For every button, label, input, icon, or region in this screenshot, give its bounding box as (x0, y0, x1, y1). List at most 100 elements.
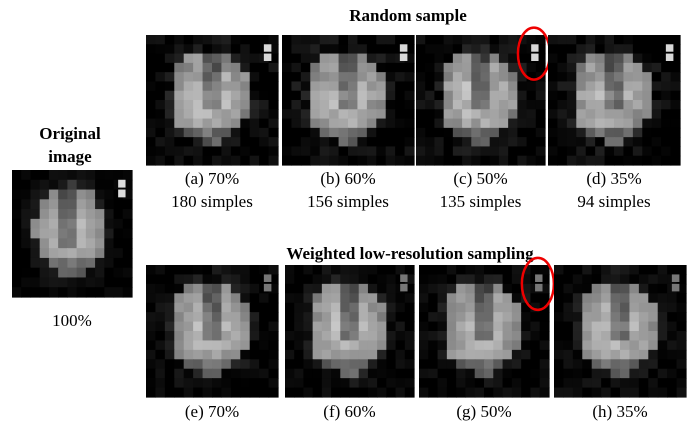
pixel (312, 387, 323, 398)
pixel (95, 179, 105, 191)
pixel (212, 293, 223, 304)
pixel (348, 127, 359, 138)
pixel (221, 109, 232, 120)
marker (399, 53, 408, 61)
pixel (291, 62, 302, 73)
pixel (221, 146, 232, 157)
pixel (367, 349, 378, 360)
pixel (572, 312, 583, 323)
pixel (563, 331, 574, 342)
pixel (557, 100, 568, 110)
pixel (462, 118, 472, 129)
pixel (193, 44, 204, 55)
pixel (629, 274, 640, 285)
pixel (456, 312, 467, 323)
pixel (67, 287, 78, 298)
pixel (240, 146, 251, 157)
pixel (331, 331, 341, 342)
pixel (657, 293, 668, 304)
pixel (530, 368, 541, 379)
pixel (146, 35, 157, 45)
pixel (386, 274, 397, 285)
pixel (535, 155, 546, 166)
pixel (291, 35, 302, 45)
pixel (249, 283, 260, 294)
pixel (95, 170, 105, 181)
pixel (517, 109, 528, 120)
pixel (193, 378, 204, 389)
pixel (452, 146, 463, 157)
pixel (667, 378, 678, 389)
pixel (48, 277, 59, 288)
pixel (268, 293, 279, 304)
pixel (146, 274, 157, 285)
pixel (465, 331, 476, 342)
pixel (300, 62, 311, 73)
pixel (183, 274, 194, 285)
pixel (12, 267, 22, 279)
pixel (183, 90, 194, 101)
pixel (367, 331, 378, 342)
pixel (386, 349, 397, 360)
pixel (535, 146, 546, 157)
pixel (620, 283, 631, 294)
pixel (535, 137, 546, 148)
pixel (462, 35, 472, 45)
pixel (620, 265, 631, 276)
pixel (595, 127, 606, 138)
pixel (419, 331, 429, 342)
pixel (240, 340, 251, 351)
original-title: image (48, 147, 92, 166)
pixel (595, 137, 606, 148)
pixel (30, 179, 41, 191)
pixel (493, 359, 504, 370)
pixel (321, 321, 332, 332)
pixel (642, 90, 653, 101)
pixel (357, 44, 368, 55)
pixel (595, 146, 606, 157)
pixel (268, 155, 279, 166)
pixel (548, 155, 559, 166)
pixel (526, 62, 537, 73)
pixel (155, 137, 166, 148)
pixel (202, 62, 213, 73)
pixel (493, 368, 504, 379)
pixel (443, 81, 454, 92)
pixel (521, 368, 532, 379)
pixel (661, 100, 672, 110)
pixel (285, 321, 295, 332)
pixel (230, 146, 241, 157)
pixel (386, 331, 397, 342)
pixel (300, 155, 311, 166)
pixel (530, 312, 541, 323)
pixel (164, 368, 175, 379)
pixel (321, 283, 332, 294)
pixel (419, 283, 429, 294)
pixel (95, 199, 105, 210)
pixel (535, 81, 546, 92)
pixel (348, 62, 359, 73)
pixel (404, 331, 415, 342)
pixel (416, 35, 426, 45)
pixel (539, 378, 550, 389)
pixel (230, 62, 241, 73)
pixel (456, 359, 467, 370)
pixel (620, 387, 631, 398)
pixel (670, 127, 681, 138)
pixel (517, 127, 528, 138)
pixel (282, 81, 293, 92)
pixel (395, 90, 406, 101)
pixel (591, 349, 602, 360)
pixel (193, 109, 204, 120)
pixel (484, 293, 494, 304)
pixel (76, 199, 87, 210)
pixel (230, 127, 241, 138)
pixel (240, 368, 251, 379)
pixel (530, 321, 541, 332)
pixel (146, 62, 157, 73)
pixel (294, 349, 305, 360)
pixel (404, 265, 415, 276)
pixel (240, 312, 251, 323)
pixel (104, 248, 115, 259)
pixel (670, 100, 681, 110)
